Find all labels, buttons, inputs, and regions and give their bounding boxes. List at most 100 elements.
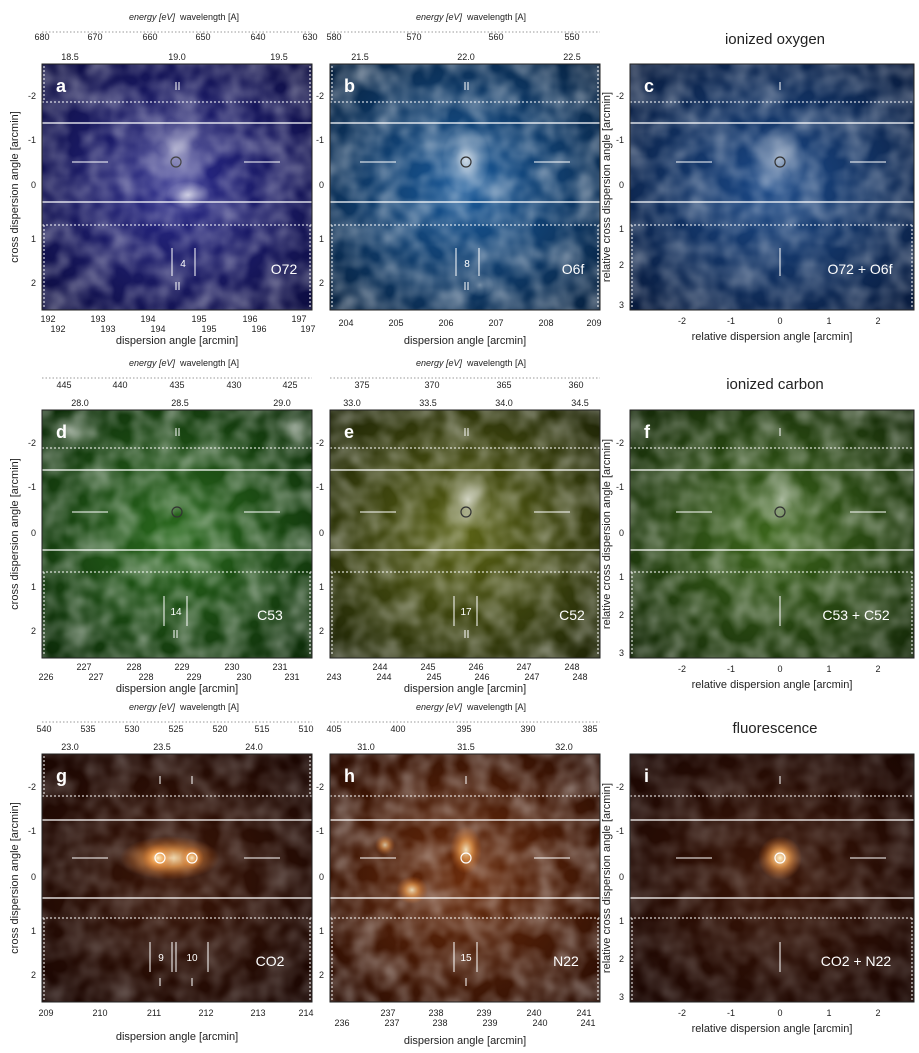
cross-tick: 2 (31, 970, 36, 980)
cross-tick: 0 (319, 872, 324, 882)
wavelength-label-e: wavelength [A] (466, 358, 526, 368)
panel-letter: f (644, 422, 651, 442)
disp-tick-lower: 244 (376, 672, 391, 682)
energy-tick: 23.5 (153, 742, 171, 752)
source-marker (460, 506, 472, 518)
ion-label: C53 + C52 (822, 607, 890, 623)
ion-label: N22 (553, 953, 579, 969)
disp-tick-upper: 193 (90, 314, 105, 324)
wl-tick: 680 (34, 32, 49, 42)
disp-tick-lower: 247 (524, 672, 539, 682)
panel-g: 540 535 530 525 520 515 510 23.0 23.5 24… (9, 721, 314, 1043)
wavelength-label-h: wavelength [A] (466, 702, 526, 712)
cross-tick: -2 (316, 782, 324, 792)
ion-label: CO2 (256, 953, 285, 969)
disp-tick-upper: 247 (516, 662, 531, 672)
disp-tick-lower: 193 (100, 324, 115, 334)
rel-disp-tick: 0 (777, 316, 782, 326)
energy-tick: 28.5 (171, 398, 189, 408)
x-axis-label: relative dispersion angle [arcmin] (692, 331, 853, 343)
cross-tick: -1 (28, 826, 36, 836)
disp-tick-upper: 248 (564, 662, 579, 672)
section-title-fluorescence: fluorescence (732, 720, 817, 737)
disp-tick-lower: 240 (532, 1018, 547, 1028)
source-marker (774, 156, 786, 168)
rel-cross-tick: -2 (616, 782, 624, 792)
cross-tick: 2 (31, 278, 36, 288)
disp-tick-lower: 230 (236, 672, 251, 682)
emission-blob (137, 100, 213, 200)
disp-tick-lower: 214 (298, 1008, 313, 1018)
disp-tick-upper: 227 (76, 662, 91, 672)
energy-tick: 22.0 (457, 52, 475, 62)
wl-tick: 400 (390, 724, 405, 734)
rel-cross-tick: -1 (616, 826, 624, 836)
energy-tick: 34.5 (571, 398, 589, 408)
count-label: 17 (460, 607, 472, 618)
x-axis-label: dispersion angle [arcmin] (404, 335, 526, 347)
panel-letter: c (644, 76, 654, 96)
count-label: 9 (158, 953, 164, 964)
panel-letter: g (56, 766, 67, 786)
panel-a: 680 670 660 650 640 630 18.5 19.0 19.5 4… (9, 31, 318, 347)
panel-letter: b (344, 76, 355, 96)
disp-tick-lower: 237 (384, 1018, 399, 1028)
wl-tick: 365 (496, 380, 511, 390)
disp-tick-lower: 239 (482, 1018, 497, 1028)
ion-label: C53 (257, 607, 283, 623)
energy-tick: 23.0 (61, 742, 79, 752)
rel-disp-tick: -1 (727, 316, 735, 326)
source-marker (460, 156, 472, 168)
panel-letter: a (56, 76, 67, 96)
wl-tick: 560 (488, 32, 503, 42)
cross-tick: -2 (28, 438, 36, 448)
rel-disp-tick: -1 (727, 664, 735, 674)
rel-disp-tick: 2 (875, 316, 880, 326)
cross-tick: -1 (28, 482, 36, 492)
disp-tick-upper: 240 (526, 1008, 541, 1018)
panel-f: f C53 + C52 -2 -1 0 1 2 3 relative cross… (601, 409, 915, 691)
energy-tick: 24.0 (245, 742, 263, 752)
rel-disp-tick: -2 (678, 1008, 686, 1018)
cross-tick: 1 (31, 926, 36, 936)
disp-tick-lower: 231 (284, 672, 299, 682)
source-marker (154, 852, 166, 864)
disp-tick-upper: 239 (476, 1008, 491, 1018)
wl-tick: 515 (254, 724, 269, 734)
wl-tick: 395 (456, 724, 471, 734)
rel-cross-tick: 3 (619, 992, 624, 1002)
count-label: 10 (186, 953, 198, 964)
wavelength-label-b: wavelength [A] (466, 12, 526, 22)
ion-label: O72 (271, 261, 298, 277)
cross-tick: 0 (31, 872, 36, 882)
source-marker (170, 156, 182, 168)
panel-e: 375 370 365 360 33.0 33.5 34.0 34.5 17 e… (316, 377, 601, 695)
panel-d: 445 440 435 430 425 28.0 28.5 29.0 14 d … (9, 377, 315, 695)
count-label: 4 (180, 259, 186, 270)
energy-tick: 21.5 (351, 52, 369, 62)
energy-tick: 32.0 (555, 742, 573, 752)
panel-i: i CO2 + N22 -2 -1 0 1 2 3 relative cross… (601, 753, 915, 1035)
disp-tick-lower: 238 (432, 1018, 447, 1028)
disp-tick-upper: 194 (140, 314, 155, 324)
disp-tick-lower: 241 (580, 1018, 595, 1028)
energy-label-a: energy [eV] (129, 12, 176, 22)
ion-label: O72 + O6f (828, 261, 893, 277)
disp-tick-lower: 246 (474, 672, 489, 682)
energy-tick: 31.5 (457, 742, 475, 752)
disp-tick-lower: 209 (586, 318, 601, 328)
cross-tick: -2 (28, 91, 36, 101)
cross-tick: -1 (316, 135, 324, 145)
disp-tick-lower: 226 (38, 672, 53, 682)
rel-cross-tick: -2 (616, 91, 624, 101)
energy-tick: 33.0 (343, 398, 361, 408)
energy-label-d: energy [eV] (129, 358, 176, 368)
ion-label: O6f (562, 261, 585, 277)
rel-cross-tick: -2 (616, 438, 624, 448)
cross-tick: -1 (28, 135, 36, 145)
panel-h: 405 400 395 390 385 31.0 31.5 32.0 15 h … (316, 721, 601, 1047)
x-axis-label: dispersion angle [arcmin] (116, 1031, 238, 1043)
source-marker (460, 852, 472, 864)
rel-cross-tick: 0 (619, 528, 624, 538)
panel-letter: h (344, 766, 355, 786)
